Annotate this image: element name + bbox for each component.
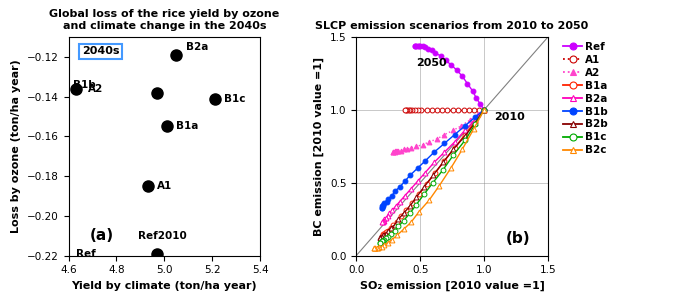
Text: B1b: B1b [73, 80, 96, 90]
Text: Ref: Ref [76, 249, 95, 259]
Text: 2010: 2010 [495, 112, 525, 122]
X-axis label: Yield by climate (ton/ha year): Yield by climate (ton/ha year) [72, 281, 257, 291]
Text: B2a: B2a [186, 42, 208, 52]
Text: (a): (a) [90, 228, 114, 243]
Text: A2: A2 [88, 84, 103, 94]
Text: 2040s: 2040s [82, 47, 119, 56]
Text: B1a: B1a [177, 121, 199, 132]
Title: SLCP emission scenarios from 2010 to 2050: SLCP emission scenarios from 2010 to 205… [316, 21, 588, 30]
X-axis label: SO₂ emission [2010 value =1]: SO₂ emission [2010 value =1] [360, 281, 545, 291]
Text: B1c: B1c [224, 94, 246, 103]
Y-axis label: BC emission [2010 value =1]: BC emission [2010 value =1] [314, 57, 324, 236]
Text: 2050: 2050 [416, 58, 447, 68]
Legend: Ref, A1, A2, B1a, B2a, B1b, B2b, B1c, B2c: Ref, A1, A2, B1a, B2a, B1b, B2b, B1c, B2… [559, 38, 612, 160]
Text: (b): (b) [506, 230, 530, 245]
Text: A1: A1 [157, 181, 173, 191]
Title: Global loss of the rice yield by ozone
and climate change in the 2040s: Global loss of the rice yield by ozone a… [49, 9, 279, 30]
Y-axis label: Loss by ozone (ton/ha year): Loss by ozone (ton/ha year) [12, 59, 21, 233]
Text: Ref2010: Ref2010 [138, 231, 187, 241]
